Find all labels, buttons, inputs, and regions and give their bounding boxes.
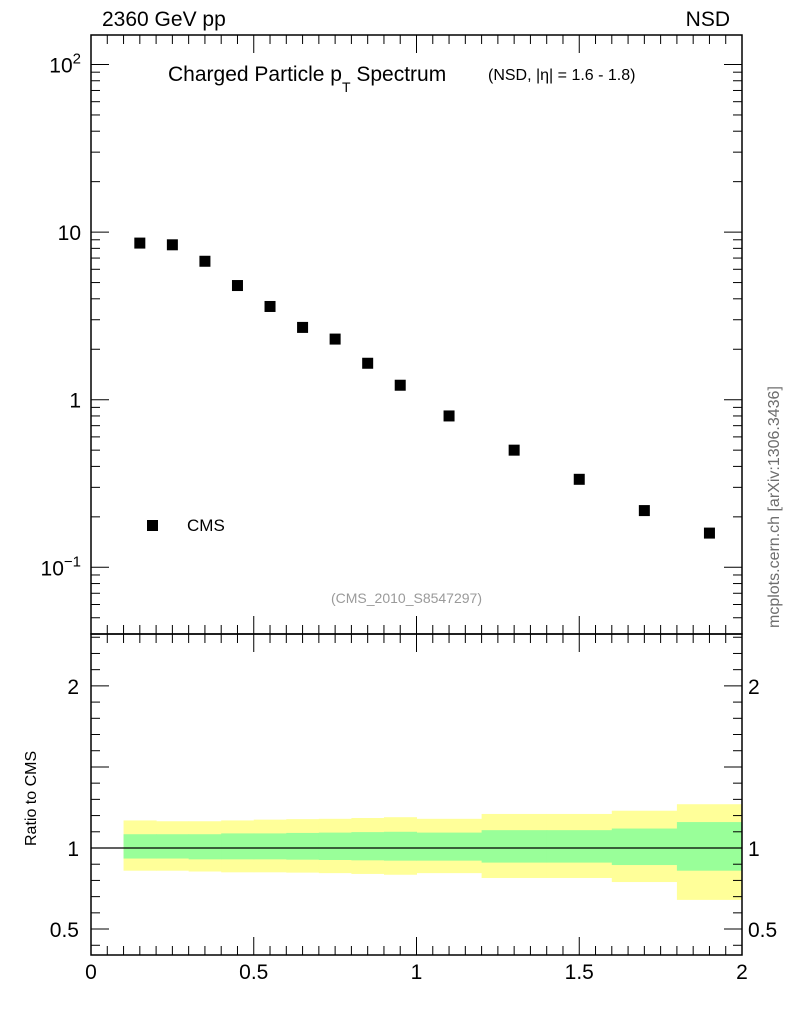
x-tick-label: 1.5 [565,961,594,984]
stat-uncertainty-band [481,830,548,863]
x-tick-label: 2 [736,961,748,984]
y-tick-label: 102 [49,51,81,78]
stat-uncertainty-band [383,831,417,861]
process-label: NSD [685,8,730,31]
ratio-y-tick-label-left: 1 [67,838,79,861]
ratio-y-tick-label-left: 0.5 [50,919,79,942]
ratio-panel: 0.5 0.5 1 1 2 2 0 0.5 1 1.5 2 [50,633,777,984]
spectrum-panel: 10−1 1 10 102 [41,34,743,635]
legend-label-cms: CMS [187,516,225,535]
data-point-cms [264,300,276,312]
data-point-cms [573,473,585,485]
energy-label: 2360 GeV pp [102,8,226,31]
x-tick-label: 1 [411,961,423,984]
analysis-id-label: (CMS_2010_S8547297) [331,590,482,606]
ratio-y-tick-label-right: 0.5 [748,919,777,942]
stat-uncertainty-band [253,833,287,860]
legend-marker-cms [147,520,158,531]
ratio-frame [90,633,743,956]
stat-uncertainty-band [676,822,743,871]
data-point-cms [199,255,211,267]
x-tick-label: 0 [85,961,97,984]
data-point-cms [134,237,146,249]
y-tick-label: 1 [69,390,81,413]
stat-uncertainty-band [318,832,352,860]
chart-title-text: Charged Particle p [168,63,342,86]
ratio-y-tick-label-left: 2 [67,676,79,699]
stat-uncertainty-band [351,832,385,861]
data-point-cms [638,505,650,517]
data-point-cms [297,321,309,333]
data-point-cms [394,379,406,391]
data-point-cms [362,357,374,369]
data-point-cms [231,280,243,292]
data-point-cms [703,527,715,539]
chart-title: Charged Particle pT Spectrum [168,63,447,95]
chart-title-rest: Spectrum [350,63,447,86]
stat-uncertainty-band [611,828,678,866]
data-point-cms [443,410,455,422]
stat-uncertainty-band [286,832,320,860]
stat-uncertainty-band [221,833,255,860]
chart-subtitle: (NSD, |η| = 1.6 - 1.8) [488,67,636,84]
y-tick-label: 10 [58,222,81,245]
x-tick-label: 0.5 [239,961,268,984]
stat-uncertainty-band [123,834,157,859]
data-point-cms [166,239,178,251]
stat-uncertainty-band [416,832,483,861]
spectrum-frame [90,34,743,635]
stat-uncertainty-band [188,834,222,860]
stat-uncertainty-band [546,830,613,863]
ratio-y-tick-label-right: 2 [748,676,760,699]
stat-uncertainty-band [156,834,190,859]
chart-title-subscript: T [341,79,351,96]
ratio-y-tick-label-right: 1 [748,838,760,861]
y-tick-label: 10−1 [41,553,81,580]
data-point-cms [508,444,520,456]
data-point-cms [329,333,341,345]
